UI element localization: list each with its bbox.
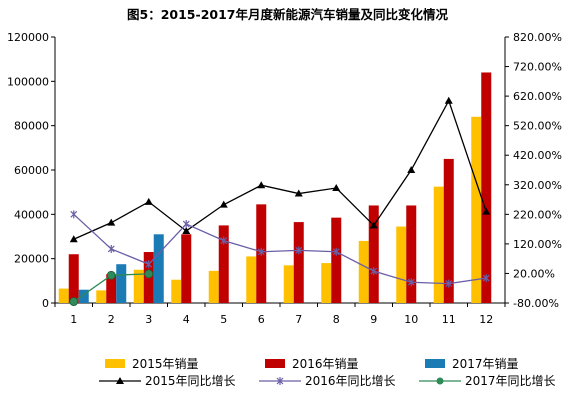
bar-2015-7 xyxy=(283,265,294,303)
bar-2015-12 xyxy=(471,116,482,303)
point-2017-2 xyxy=(106,270,116,280)
x-axis-tick-label: 9 xyxy=(370,313,377,326)
point-2015-6 xyxy=(257,181,266,189)
point-2015-5 xyxy=(219,200,228,208)
point-2016-12 xyxy=(482,274,490,283)
bar-2016-11 xyxy=(443,158,454,303)
bar-2015-5 xyxy=(208,270,219,303)
bar-2015-10 xyxy=(396,226,407,303)
point-2015-12 xyxy=(482,207,491,215)
bar-2017-3 xyxy=(153,234,164,303)
bar-2017-1 xyxy=(78,289,89,303)
x-axis-tick-label: 12 xyxy=(479,313,493,326)
right-axis-tick-label: 820.00% xyxy=(513,31,562,44)
x-axis-tick-label: 10 xyxy=(404,313,418,326)
x-axis-tick-label: 11 xyxy=(442,313,456,326)
legend-label-2017-growth: 2017年同比增长 xyxy=(465,374,556,388)
left-axis-tick-label: 120000 xyxy=(7,31,49,44)
point-2016-6 xyxy=(257,247,265,256)
bar-2016-5 xyxy=(218,225,229,303)
x-axis-tick-label: 6 xyxy=(258,313,265,326)
point-2015-1 xyxy=(69,235,78,243)
x-axis-tick-label: 1 xyxy=(70,313,77,326)
bar-2016-10 xyxy=(406,205,417,303)
right-axis-tick-label: 420.00% xyxy=(513,149,562,162)
legend-label-2016-growth: 2016年同比增长 xyxy=(305,374,396,388)
right-axis-tick-label: 620.00% xyxy=(513,90,562,103)
x-axis-tick-label: 4 xyxy=(183,313,190,326)
point-2016-11 xyxy=(445,279,453,288)
x-axis-tick-label: 8 xyxy=(333,313,340,326)
legend-marker-2017-growth xyxy=(436,377,444,385)
point-2016-5 xyxy=(220,236,228,245)
bar-2015-9 xyxy=(358,240,369,303)
point-2015-8 xyxy=(332,184,341,192)
bar-2016-1 xyxy=(68,254,79,303)
legend-swatch-2017-sales xyxy=(425,359,445,368)
left-axis-tick-label: 100000 xyxy=(7,75,49,88)
legend-label-2017-sales: 2017年销量 xyxy=(452,357,519,371)
right-axis-tick-label: 20.00% xyxy=(513,267,555,280)
point-2015-7 xyxy=(294,189,303,197)
point-2015-3 xyxy=(144,197,153,205)
point-2015-9 xyxy=(369,221,378,229)
legend-swatch-2015-sales xyxy=(105,359,125,368)
legend-marker-2016-growth xyxy=(276,377,284,385)
right-axis-tick-label: 720.00% xyxy=(513,61,562,74)
x-axis-tick-label: 2 xyxy=(108,313,115,326)
bar-2016-8 xyxy=(331,217,342,303)
bar-2015-2 xyxy=(96,290,107,303)
right-axis-tick-label: 520.00% xyxy=(513,120,562,133)
right-axis-tick-label: 220.00% xyxy=(513,208,562,221)
line-series-2015 xyxy=(73,99,487,240)
left-axis-tick-label: 60000 xyxy=(14,164,49,177)
right-axis-tick-label: 120.00% xyxy=(513,238,562,251)
point-2016-7 xyxy=(295,246,303,255)
bar-2016-2 xyxy=(106,274,117,303)
bar-2015-1 xyxy=(58,288,69,303)
right-axis-tick-label: 320.00% xyxy=(513,179,562,192)
bar-2015-3 xyxy=(133,269,144,303)
bar-2016-9 xyxy=(368,205,379,303)
point-2016-4 xyxy=(182,220,190,229)
point-2016-2 xyxy=(107,244,115,253)
point-2016-10 xyxy=(407,278,415,287)
bar-2015-4 xyxy=(171,279,182,303)
bar-2015-6 xyxy=(246,256,257,303)
point-2017-3 xyxy=(144,269,154,279)
bar-2015-11 xyxy=(433,186,444,303)
left-axis-tick-label: 80000 xyxy=(14,120,49,133)
bar-2017-2 xyxy=(116,264,127,303)
left-axis-tick-label: 20000 xyxy=(14,253,49,266)
x-axis-tick-label: 5 xyxy=(220,313,227,326)
bar-2016-12 xyxy=(481,72,492,303)
x-axis-tick-label: 7 xyxy=(295,313,302,326)
left-axis-tick-label: 0 xyxy=(42,297,49,310)
legend-label-2016-sales: 2016年销量 xyxy=(292,357,359,371)
x-axis-tick-label: 3 xyxy=(145,313,152,326)
point-2015-4 xyxy=(182,226,191,234)
bar-2016-4 xyxy=(181,234,192,303)
bar-2015-8 xyxy=(321,263,332,303)
point-2016-3 xyxy=(145,260,153,269)
legend-swatch-2016-sales xyxy=(265,359,285,368)
point-2016-1 xyxy=(70,210,78,219)
legend-label-2015-sales: 2015年销量 xyxy=(132,357,199,371)
point-2015-2 xyxy=(107,218,116,226)
point-2015-10 xyxy=(407,166,416,173)
point-2016-8 xyxy=(332,247,340,256)
chart-title: 图5：2015-2017年月度新能源汽车销量及同比变化情况 xyxy=(127,7,448,22)
point-2016-9 xyxy=(370,267,378,276)
bar-2016-7 xyxy=(293,222,304,303)
line-series-2016 xyxy=(73,213,487,285)
legend-marker-2015-growth xyxy=(116,377,124,384)
point-2015-11 xyxy=(444,96,453,104)
point-2017-1 xyxy=(69,297,79,307)
right-axis-tick-label: -80.00% xyxy=(513,297,559,310)
legend-label-2015-growth: 2015年同比增长 xyxy=(145,374,236,388)
left-axis-tick-label: 40000 xyxy=(14,208,49,221)
